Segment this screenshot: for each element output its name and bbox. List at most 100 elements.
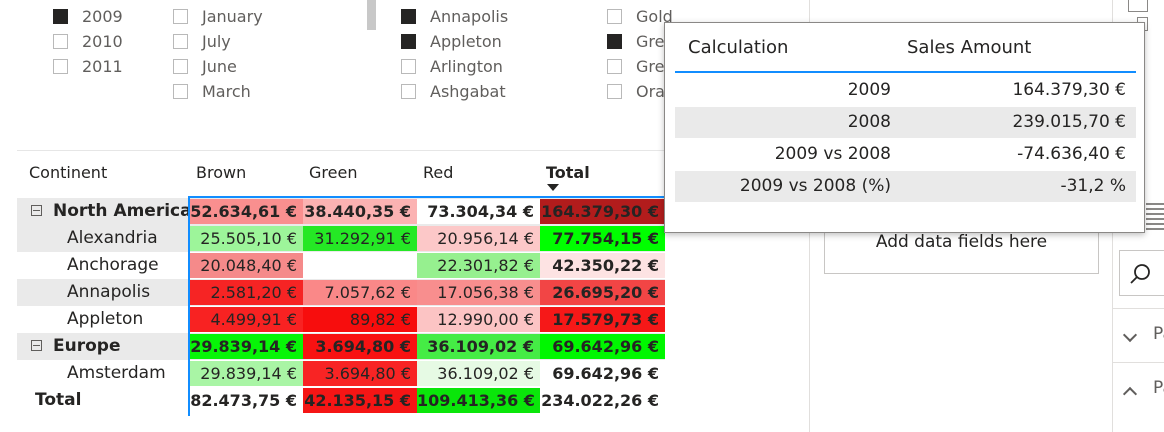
table-cell: 69.642,96 €	[540, 361, 665, 386]
color-checkbox[interactable]	[607, 8, 622, 24]
table-cell: 26.695,20 €	[540, 280, 665, 305]
table-cell: 7.057,62 €	[303, 280, 417, 305]
table-row[interactable]: North America 52.634,61 €38.440,35 €73.30…	[17, 198, 665, 225]
table-cell: 82.473,75 €	[188, 388, 303, 413]
table-cell: 164.379,30 €	[540, 199, 665, 224]
tooltip-popup: Calculation Sales Amount 2009 164.379,30 …	[664, 22, 1145, 233]
month-slicer-label: March	[202, 81, 251, 101]
month-slicer-item[interactable]: June	[173, 55, 237, 77]
month-checkbox[interactable]	[173, 8, 188, 24]
city-slicer-item[interactable]: Ashgabat	[401, 80, 506, 102]
header-total[interactable]: Total	[546, 163, 590, 182]
table-row[interactable]: Alexandria 25.505,10 €31.292,91 €20.956,1…	[17, 225, 665, 252]
table-row[interactable]: Appleton 4.499,91 €89,82 €12.990,00 €17.5…	[17, 306, 665, 333]
year-slicer-item[interactable]: 2011	[53, 55, 123, 77]
year-slicer-item[interactable]: 2009	[53, 5, 123, 27]
table-cell: 3.694,80 €	[303, 361, 417, 386]
table-cell: 2.581,20 €	[188, 280, 303, 305]
city-slicer-item[interactable]: Annapolis	[401, 5, 508, 27]
side-item-label: Pa	[1153, 378, 1164, 398]
city-checkbox[interactable]	[401, 8, 416, 24]
header-continent[interactable]: Continent	[29, 163, 108, 182]
month-checkbox[interactable]	[173, 83, 188, 99]
table-row[interactable]: Annapolis 2.581,20 €7.057,62 €17.056,38 €…	[17, 279, 665, 306]
table-cell: 36.109,02 €	[417, 334, 540, 359]
table-row[interactable]: Total 82.473,75 €42.135,15 €109.413,36 €2…	[17, 387, 665, 414]
year-checkbox[interactable]	[53, 58, 68, 74]
month-slicer-item[interactable]: January	[173, 5, 263, 27]
collapse-icon[interactable]	[31, 205, 42, 216]
table-cell: 4.499,91 €	[188, 307, 303, 332]
row-header-divider	[188, 196, 190, 416]
header-red[interactable]: Red	[423, 163, 454, 182]
year-slicer-item[interactable]: 2010	[53, 30, 123, 52]
color-checkbox[interactable]	[607, 58, 622, 74]
color-checkbox[interactable]	[607, 33, 622, 49]
city-slicer-label: Ashgabat	[430, 81, 506, 101]
table-cell: 38.440,35 €	[303, 199, 417, 224]
column-header-divider	[188, 196, 665, 198]
slicer-scrollbar[interactable]	[367, 0, 376, 30]
table-cell: 3.694,80 €	[303, 334, 417, 359]
tooltip-calculation: 2008	[847, 112, 891, 132]
month-slicer-label: July	[202, 31, 231, 51]
year-checkbox[interactable]	[53, 8, 68, 24]
row-label: Appleton	[67, 309, 144, 329]
row-label: Alexandria	[67, 228, 158, 248]
year-checkbox[interactable]	[53, 33, 68, 49]
color-slicer-item[interactable]: Gold	[607, 5, 673, 27]
chevron-up-icon	[1122, 386, 1138, 402]
table-cell: 25.505,10 €	[188, 226, 303, 251]
table-cell: 29.839,14 €	[188, 361, 303, 386]
city-slicer-label: Annapolis	[430, 6, 509, 26]
city-checkbox[interactable]	[401, 83, 416, 99]
table-cell: 89,82 €	[303, 307, 417, 332]
row-label: North America	[53, 201, 192, 221]
month-slicer-label: June	[202, 56, 237, 76]
color-slicer-item[interactable]: Gre	[607, 30, 664, 52]
row-label: Annapolis	[67, 282, 151, 302]
color-slicer-item[interactable]: Gre	[607, 55, 664, 77]
tooltip-header-calculation: Calculation	[688, 37, 789, 58]
color-slicer-label: Gre	[636, 56, 665, 76]
table-cell: 17.056,38 €	[417, 280, 540, 305]
side-item-label: Pa	[1153, 324, 1164, 344]
color-checkbox[interactable]	[607, 83, 622, 99]
tooltip-sales-amount: 239.015,70 €	[1012, 112, 1126, 132]
month-checkbox[interactable]	[173, 58, 188, 74]
month-checkbox[interactable]	[173, 33, 188, 49]
table-cell: 73.304,34 €	[417, 199, 540, 224]
table-cell: 42.135,15 €	[303, 388, 417, 413]
table-row[interactable]: Anchorage 20.048,40 € 22.301,82 €42.350,22…	[17, 252, 665, 279]
city-slicer-item[interactable]: Appleton	[401, 30, 502, 52]
month-slicer-item[interactable]: March	[173, 80, 251, 102]
search-icon	[1130, 264, 1150, 284]
table-cell: 36.109,02 €	[417, 361, 540, 386]
table-row[interactable]: Europe 29.839,14 €3.694,80 €36.109,02 €69…	[17, 333, 665, 360]
header-brown[interactable]: Brown	[196, 163, 247, 182]
table-cell: 20.956,14 €	[417, 226, 540, 251]
tooltip-calculation: 2009 vs 2008	[774, 144, 891, 164]
collapse-icon[interactable]	[31, 340, 42, 351]
year-slicer-label: 2011	[82, 56, 123, 76]
pane-icon-top[interactable]	[1128, 0, 1148, 12]
pane-search-box[interactable]	[1119, 250, 1164, 296]
side-item-1[interactable]: Pa	[1113, 308, 1164, 363]
month-slicer-item[interactable]: July	[173, 30, 231, 52]
tooltip-sales-amount: -74.636,40 €	[1017, 144, 1126, 164]
color-slicer-item[interactable]: Ora	[607, 80, 665, 102]
table-row[interactable]: Amsterdam 29.839,14 €3.694,80 €36.109,02 …	[17, 360, 665, 387]
chevron-down-icon	[1122, 327, 1138, 343]
pane-icon-grid[interactable]	[1146, 200, 1164, 230]
city-checkbox[interactable]	[401, 33, 416, 49]
side-item-2[interactable]: Pa	[1113, 362, 1164, 417]
month-slicer-label: January	[202, 6, 263, 26]
city-checkbox[interactable]	[401, 58, 416, 74]
table-cell: 42.350,22 €	[540, 253, 665, 278]
header-green[interactable]: Green	[309, 163, 358, 182]
tooltip-header-sales-amount: Sales Amount	[907, 37, 1032, 58]
table-cell: 109.413,36 €	[417, 388, 540, 413]
row-label: Europe	[53, 336, 121, 356]
city-slicer-item[interactable]: Arlington	[401, 55, 503, 77]
table-cell: 17.579,73 €	[540, 307, 665, 332]
